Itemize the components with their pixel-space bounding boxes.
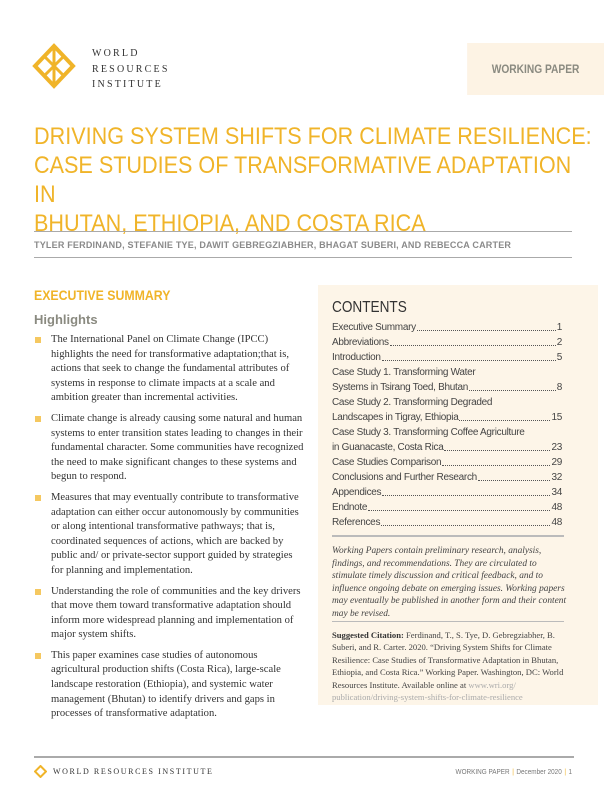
toc-page-number: 15 — [551, 412, 562, 423]
toc-leader — [382, 485, 551, 496]
citation-label: Suggested Citation: — [332, 630, 404, 640]
footer-type: WORKING PAPER — [455, 767, 510, 776]
org-name-line: INSTITUTE — [92, 79, 163, 90]
toc-page-number: 34 — [551, 487, 562, 498]
org-name-line: RESOURCES — [92, 63, 170, 75]
toc-item-label: Conclusions and Further Research — [332, 472, 477, 483]
org-name: WORLD RESOURCES INSTITUTE — [92, 46, 170, 93]
title-line: CASE STUDIES OF TRANSFORMATIVE ADAPTATIO… — [34, 152, 572, 208]
contents-heading: CONTENTS — [332, 299, 407, 316]
list-item: The International Panel on Climate Chang… — [34, 333, 304, 406]
wri-logo-icon — [34, 765, 47, 778]
title-line: BHUTAN, ETHIOPIA, AND COSTA RICA — [34, 210, 426, 237]
footer-divider — [34, 756, 574, 758]
toc-item[interactable]: Executive Summary 1 — [332, 320, 562, 335]
toc-leader — [381, 350, 556, 361]
toc-page-number: 8 — [556, 382, 563, 393]
divider — [332, 621, 564, 622]
title-line: DRIVING SYSTEM SHIFTS FOR CLIMATE RESILI… — [34, 123, 592, 150]
toc-leader — [477, 470, 551, 481]
toc-leader — [381, 515, 551, 526]
toc-leader — [442, 455, 551, 466]
footer-date: December 2020 — [516, 767, 562, 776]
toc-item-prefix: Case Study 1. Transforming Water — [332, 367, 476, 378]
toc-item-label: Executive Summary — [332, 322, 416, 333]
footer-org: WORLD RESOURCES INSTITUTE — [53, 767, 214, 776]
list-item: Understanding the role of communities an… — [34, 585, 304, 643]
toc-page-number: 48 — [551, 502, 562, 513]
highlights-list: The International Panel on Climate Chang… — [34, 333, 304, 728]
toc-page-number: 29 — [551, 457, 562, 468]
toc-page-number: 5 — [556, 352, 563, 363]
toc-page-number: 32 — [551, 472, 562, 483]
toc-item[interactable]: Landscapes in Tigray, Ethiopia 15 — [332, 410, 562, 425]
page-title: DRIVING SYSTEM SHIFTS FOR CLIMATE RESILI… — [34, 122, 592, 238]
executive-summary-heading: EXECUTIVE SUMMARY — [34, 287, 171, 303]
toc-item-label: References — [332, 517, 381, 528]
toc-item[interactable]: Systems in Tsirang Toed, Bhutan 8 — [332, 380, 562, 395]
working-paper-note: Working Papers contain preliminary resea… — [332, 546, 567, 619]
toc-item-label: in Guanacaste, Costa Rica — [332, 442, 444, 453]
toc-item-label: Endnote — [332, 502, 368, 513]
toc-item-label: Systems in Tsirang Toed, Bhutan — [332, 382, 468, 393]
citation-text: Ferdinand, T., S. Tye, D. Gebregziabher,… — [332, 630, 564, 690]
toc-page-number: 2 — [556, 337, 563, 348]
toc-item[interactable]: Abbreviations 2 — [332, 335, 562, 350]
toc-item[interactable]: Conclusions and Further Research 32 — [332, 470, 562, 485]
toc-item[interactable]: Endnote 48 — [332, 500, 562, 515]
toc-item[interactable]: Case Studies Comparison 29 — [332, 455, 562, 470]
table-of-contents: Executive Summary 1 Abbreviations 2 Introduc… — [332, 320, 562, 530]
toc-leader — [459, 410, 551, 421]
toc-item-prefix: Case Study 2. Transforming Degraded — [332, 397, 493, 408]
toc-item-label: Abbreviations — [332, 337, 389, 348]
toc-page-number: 1 — [556, 322, 563, 333]
working-paper-badge: WORKING PAPER — [467, 43, 604, 95]
divider — [34, 231, 572, 232]
toc-item[interactable]: Introduction 5 — [332, 350, 562, 365]
highlights-heading: Highlights — [34, 312, 98, 327]
footer-meta: WORKING PAPER | December 2020 | 1 — [455, 767, 572, 776]
list-item: Climate change is already causing some n… — [34, 412, 304, 485]
suggested-citation: Suggested Citation: Ferdinand, T., S. Ty… — [332, 629, 572, 703]
toc-leader — [416, 320, 556, 331]
contents-sidebar: CONTENTS Executive Summary 1 Abbreviations… — [318, 285, 598, 705]
toc-leader — [444, 440, 551, 451]
toc-item[interactable]: in Guanacaste, Costa Rica 23 — [332, 440, 562, 455]
toc-item-label: Case Studies Comparison — [332, 457, 442, 468]
org-name-line: WORLD — [92, 48, 140, 59]
toc-page-number: 48 — [551, 517, 562, 528]
toc-item-label: Introduction — [332, 352, 381, 363]
list-item: This paper examines case studies of auto… — [34, 649, 304, 722]
toc-page-number: 23 — [551, 442, 562, 453]
toc-leader — [468, 380, 556, 391]
citation-link[interactable]: www.wri.org/ publication/driving-system-… — [332, 679, 523, 703]
authors: TYLER FERDINAND, STEFANIE TYE, DAWIT GEB… — [34, 240, 512, 251]
list-item: Measures that may eventually contribute … — [34, 491, 304, 579]
toc-item-prefix: Case Study 3. Transforming Coffee Agricu… — [332, 427, 525, 438]
toc-item-label: Appendices — [332, 487, 382, 498]
divider — [332, 535, 564, 537]
toc-item[interactable]: Appendices 34 — [332, 485, 562, 500]
toc-leader — [368, 500, 551, 511]
wri-logo-icon — [32, 43, 76, 89]
divider — [34, 257, 572, 258]
toc-leader — [389, 335, 556, 346]
toc-item-label: Landscapes in Tigray, Ethiopia — [332, 412, 459, 423]
toc-item[interactable]: References 48 — [332, 515, 562, 530]
page-number: 1 — [568, 767, 572, 776]
